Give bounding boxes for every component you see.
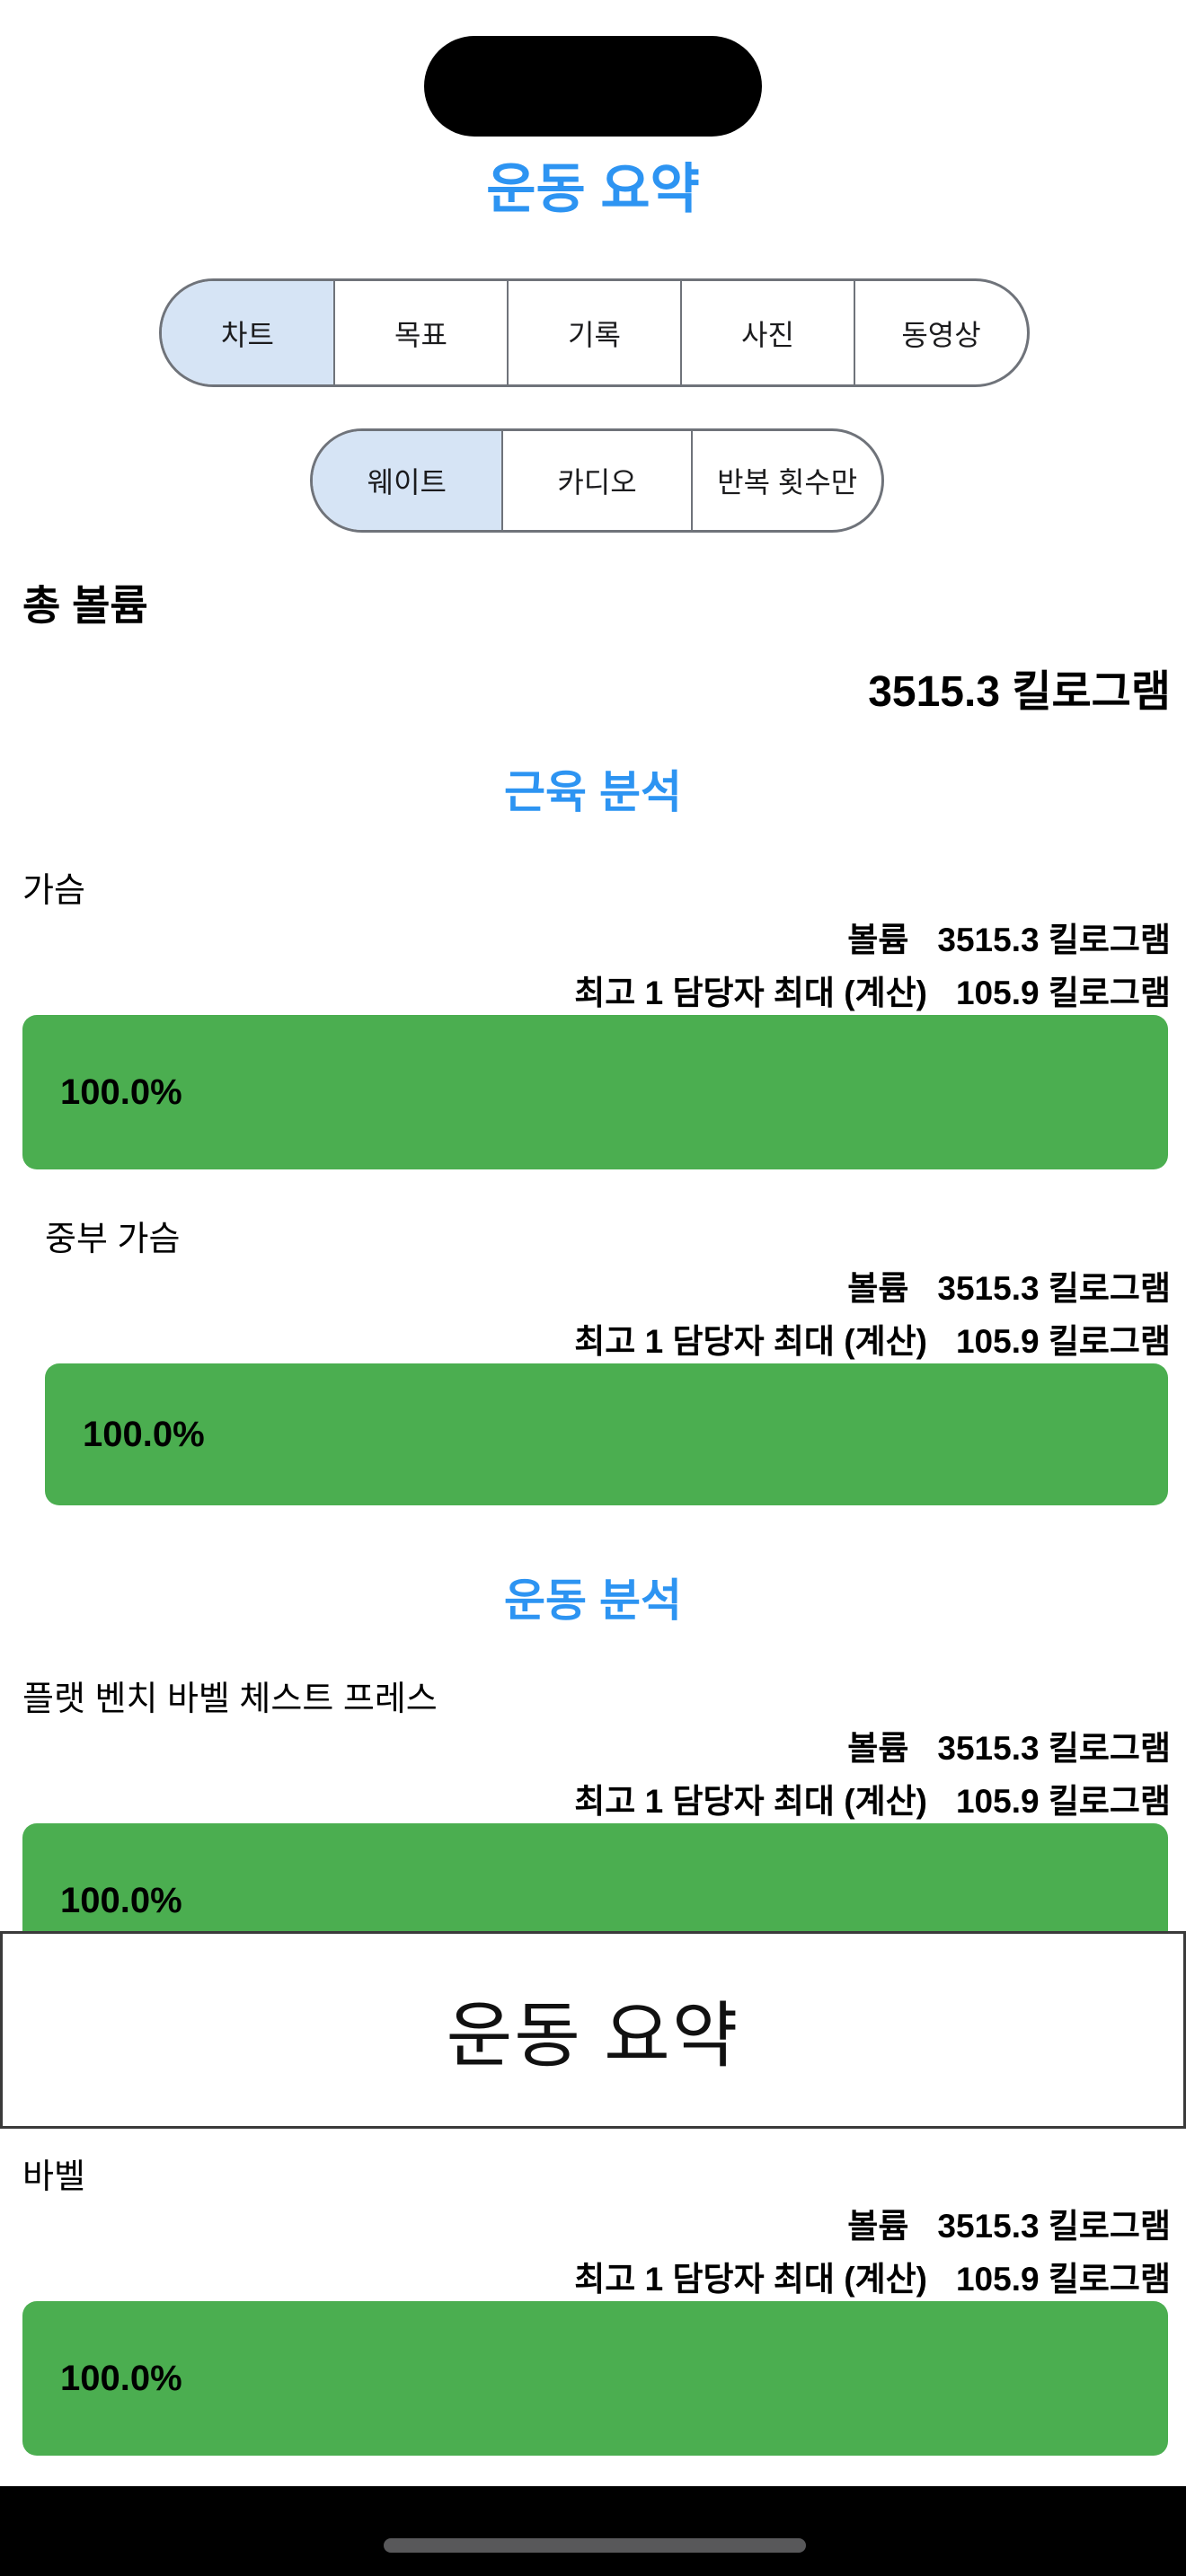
volume-stat-value: 3515.3 킬로그램	[937, 1270, 1171, 1307]
section-label: 중부 가슴	[45, 1221, 181, 1258]
redacted-area	[424, 36, 762, 137]
progress-percent: 100.0%	[60, 1880, 182, 1920]
progress-percent: 100.0%	[60, 1072, 182, 1112]
volume-stat-label: 볼륨	[847, 922, 909, 958]
volume-stat-label: 볼륨	[847, 1730, 909, 1767]
muscle-section-mid-chest: 중부 가슴 볼륨 3515.3 킬로그램 최고 1 담당자 최대 (계산) 105.…	[0, 1211, 1186, 1521]
tab-record[interactable]: 기록	[507, 281, 680, 384]
total-volume-label: 총 볼륨	[22, 582, 148, 629]
progress-bar: 100.0%	[22, 1015, 1168, 1169]
tab-weight[interactable]: 웨이트	[313, 431, 501, 530]
best-stat: 최고 1 담당자 최대 (계산) 105.9 킬로그램	[574, 966, 1171, 1014]
best-stat-label: 최고 1 담당자 최대 (계산)	[574, 1783, 927, 1820]
best-stat-value: 105.9 킬로그램	[955, 975, 1171, 1011]
section-label: 가슴	[22, 872, 85, 910]
best-stat-value: 105.9 킬로그램	[955, 1323, 1171, 1360]
tab-chart[interactable]: 차트	[162, 281, 333, 384]
muscle-analysis-heading: 근육 분석	[504, 767, 682, 817]
main-tab-bar: 차트 목표 기록 사진 동영상	[159, 278, 1030, 387]
exercise-analysis-heading: 운동 분석	[504, 1575, 682, 1626]
tab-photo[interactable]: 사진	[680, 281, 854, 384]
volume-stat-value: 3515.3 킬로그램	[937, 922, 1171, 958]
muscle-section-chest: 가슴 볼륨 3515.3 킬로그램 최고 1 담당자 최대 (계산) 105.9 킬…	[0, 862, 1186, 1172]
best-stat-value: 105.9 킬로그램	[955, 1783, 1171, 1820]
progress-bar: 100.0%	[22, 2301, 1168, 2456]
volume-stat-value: 3515.3 킬로그램	[937, 1730, 1171, 1767]
section-label: 바벨	[22, 2158, 85, 2196]
tab-goal[interactable]: 목표	[333, 281, 507, 384]
home-indicator[interactable]	[384, 2538, 806, 2553]
best-stat: 최고 1 담당자 최대 (계산) 105.9 킬로그램	[574, 2252, 1171, 2300]
best-stat-label: 최고 1 담당자 최대 (계산)	[574, 2261, 927, 2298]
volume-stat: 볼륨 3515.3 킬로그램	[847, 2199, 1171, 2247]
equipment-section-barbell: 바벨 볼륨 3515.3 킬로그램 최고 1 담당자 최대 (계산) 105.9 킬…	[0, 2148, 1186, 2458]
volume-stat: 볼륨 3515.3 킬로그램	[847, 913, 1171, 961]
exercise-section-bench-press: 플랫 벤치 바벨 체스트 프레스 볼륨 3515.3 킬로그램 최고 1 담당자 …	[0, 1671, 1186, 1981]
best-stat-label: 최고 1 담당자 최대 (계산)	[574, 975, 927, 1011]
progress-percent: 100.0%	[83, 1414, 205, 1454]
volume-stat-label: 볼륨	[847, 1270, 909, 1307]
progress-bar: 100.0%	[45, 1363, 1168, 1505]
volume-stat: 볼륨 3515.3 킬로그램	[847, 1721, 1171, 1769]
volume-stat: 볼륨 3515.3 킬로그램	[847, 1261, 1171, 1310]
volume-stat-label: 볼륨	[847, 2208, 909, 2245]
tab-video[interactable]: 동영상	[854, 281, 1027, 384]
best-stat-value: 105.9 킬로그램	[955, 2261, 1171, 2298]
best-stat: 최고 1 담당자 최대 (계산) 105.9 킬로그램	[574, 1774, 1171, 1822]
page-title: 운동 요약	[486, 159, 700, 219]
title-zoom-overlay: 운동 요약	[0, 1931, 1186, 2129]
bottom-system-bar	[0, 2486, 1186, 2576]
total-volume-value: 3515.3 킬로그램	[868, 668, 1171, 716]
overlay-title: 운동 요약	[446, 1996, 740, 2076]
best-stat: 최고 1 담당자 최대 (계산) 105.9 킬로그램	[574, 1314, 1171, 1363]
section-label: 플랫 벤치 바벨 체스트 프레스	[22, 1681, 438, 1718]
type-tab-bar: 웨이트 카디오 반복 횟수만	[310, 428, 884, 533]
best-stat-label: 최고 1 담당자 최대 (계산)	[574, 1323, 927, 1360]
tab-cardio[interactable]: 카디오	[500, 431, 692, 530]
volume-stat-value: 3515.3 킬로그램	[937, 2208, 1171, 2245]
progress-percent: 100.0%	[60, 2358, 182, 2398]
tab-reps-only[interactable]: 반복 횟수만	[691, 431, 881, 530]
